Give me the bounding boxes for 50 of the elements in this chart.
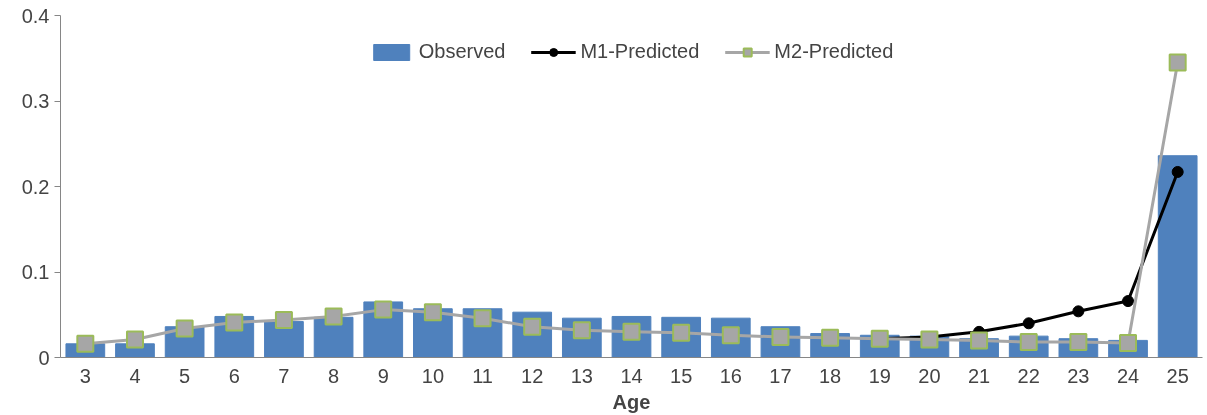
legend-label: M2-Predicted (774, 40, 894, 63)
bar (1157, 155, 1198, 358)
x-tick-label: 8 (328, 364, 340, 387)
point (125, 330, 144, 349)
x-tick-label: 15 (670, 364, 693, 387)
point (1119, 333, 1138, 352)
point (423, 303, 442, 322)
x-tick-label: 12 (521, 364, 544, 387)
x-tick-label: 10 (421, 364, 445, 387)
y-tick-label: 0.4 (21, 4, 50, 27)
x-tick-label: 23 (1067, 364, 1090, 387)
x-tick-label: 21 (967, 364, 991, 387)
x-tick-label: 11 (472, 364, 493, 387)
x-tick-label: 18 (818, 364, 842, 387)
x-tick-label: 25 (1166, 364, 1189, 387)
point (324, 307, 343, 326)
point (970, 331, 989, 350)
y-tick-label: 0.3 (21, 90, 50, 112)
legend-label: Observed (418, 40, 506, 63)
point (473, 309, 492, 328)
x-tick-label: 20 (918, 364, 941, 387)
y-tick-label: 0.2 (21, 175, 50, 198)
legend-label: M1-Predicted (580, 40, 700, 63)
x-tick-label: 5 (179, 364, 191, 387)
point (76, 334, 95, 353)
point (1072, 305, 1085, 318)
point (1069, 333, 1088, 352)
x-tick-label: 3 (79, 364, 91, 387)
y-tick-label: 0 (38, 346, 50, 369)
x-tick-label: 4 (129, 364, 141, 387)
point (374, 300, 393, 319)
x-tick-label: 16 (719, 364, 742, 387)
x-tick-label: 14 (620, 364, 643, 387)
point (274, 310, 293, 329)
point (225, 313, 244, 332)
point (1022, 317, 1035, 330)
x-tick-label: 22 (1017, 364, 1040, 387)
x-tick-label: 7 (278, 364, 290, 387)
point (1122, 295, 1135, 308)
point (1168, 53, 1187, 72)
point (1171, 165, 1184, 178)
x-tick-label: 9 (377, 364, 389, 387)
point (175, 319, 194, 338)
x-tick-label: 6 (228, 364, 240, 387)
x-axis-title: Age (612, 390, 651, 413)
x-tick-label: 17 (769, 364, 792, 387)
x-tick-label: 13 (570, 364, 593, 387)
x-tick-label: 19 (868, 364, 891, 387)
x-tick-label: 24 (1116, 364, 1140, 387)
y-tick-label: 0.1 (21, 261, 50, 283)
